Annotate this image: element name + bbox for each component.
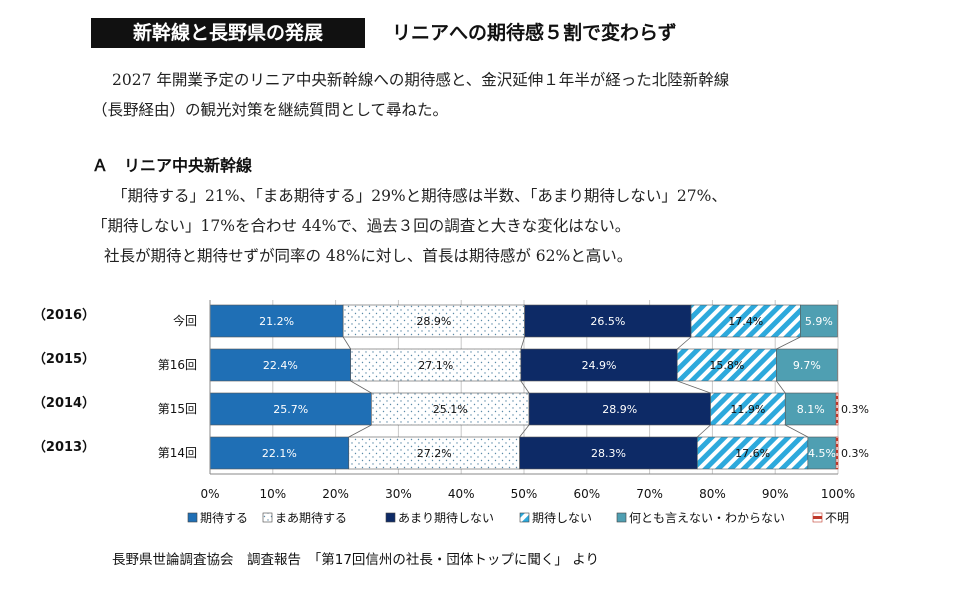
bar-segment xyxy=(209,392,372,426)
x-tick-label: 90% xyxy=(762,487,789,501)
data-label: 22.1% xyxy=(262,447,297,460)
x-tick-label: 30% xyxy=(385,487,412,501)
series-connector xyxy=(519,424,530,438)
bar-segment xyxy=(209,304,344,338)
series-connector xyxy=(776,336,801,350)
year-label: （2013） xyxy=(33,439,95,455)
data-label: 9.7% xyxy=(793,359,821,372)
bar-segment xyxy=(519,436,698,470)
legend-swatch xyxy=(616,512,627,523)
x-tick-label: 70% xyxy=(636,487,663,501)
bar-segment xyxy=(520,348,678,382)
bar-segment xyxy=(350,348,522,382)
legend-swatch xyxy=(385,512,396,523)
source-note: 長野県世論調査協会 調査報告 「第17回信州の社長・団体トップに聞く」 より xyxy=(112,552,599,568)
report-subtitle: リニアへの期待感５割で変わらず xyxy=(392,22,677,44)
data-label: 4.5% xyxy=(808,447,836,460)
data-label: 0.3% xyxy=(841,447,869,460)
report-title: 新幹線と長野県の発展 xyxy=(91,18,365,48)
data-label: 17.4% xyxy=(728,315,763,328)
data-label: 21.2% xyxy=(259,315,294,328)
section-line-2: 「期待しない」17%を合わせ 44%で、過去３回の調査と大きな変化はない。 xyxy=(92,217,631,235)
series-connector xyxy=(520,336,526,350)
x-tick-label: 40% xyxy=(448,487,475,501)
series-connector xyxy=(676,336,692,350)
bar-segment xyxy=(835,436,839,470)
intro-line-2: （長野経由）の観光対策を継続質問として尋ねた。 xyxy=(92,101,449,119)
data-label: 26.5% xyxy=(590,315,625,328)
section-line-3: 社長が期待と期待せずが同率の 48%に対し、首長は期待感が 62%と高い。 xyxy=(104,247,633,265)
legend-label: 期待しない xyxy=(532,511,592,525)
legend-label: 不明 xyxy=(825,511,849,525)
data-label: 22.4% xyxy=(263,359,298,372)
data-label: 25.7% xyxy=(273,403,308,416)
year-label: （2016） xyxy=(33,307,95,323)
legend-label: 期待する xyxy=(200,511,248,525)
data-label: 24.9% xyxy=(582,359,617,372)
data-label: 8.1% xyxy=(797,403,825,416)
category-label: 第15回 xyxy=(158,402,197,416)
bar-segment xyxy=(524,304,692,338)
x-tick-label: 10% xyxy=(259,487,286,501)
legend-swatch xyxy=(812,512,823,523)
data-label: 17.6% xyxy=(735,447,770,460)
category-label: 第14回 xyxy=(158,446,197,460)
bar-segment xyxy=(371,392,530,426)
data-label: 5.9% xyxy=(805,315,833,328)
series-connector xyxy=(776,380,786,394)
year-label: （2015） xyxy=(33,351,95,367)
data-label: 28.9% xyxy=(602,403,637,416)
data-label: 27.1% xyxy=(418,359,453,372)
legend-label: 何とも言えない・わからない xyxy=(629,511,785,525)
data-label: 27.2% xyxy=(417,447,452,460)
data-label: 11.9% xyxy=(730,403,765,416)
bar-segment xyxy=(676,348,777,382)
bar-segment xyxy=(209,348,351,382)
legend-swatch xyxy=(262,512,273,523)
bar-segment xyxy=(697,436,809,470)
bar-segment xyxy=(807,436,837,470)
data-label: 15.8% xyxy=(709,359,744,372)
section-line-1: 「期待する」21%、「まあ期待する」29%と期待感は半数、「あまり期待しない」2… xyxy=(112,187,727,205)
x-tick-label: 100% xyxy=(821,487,855,501)
data-label: 28.9% xyxy=(416,315,451,328)
category-label: 今回 xyxy=(173,313,197,328)
legend-swatch xyxy=(187,512,198,523)
bar-segment xyxy=(528,392,711,426)
series-connector xyxy=(342,336,352,350)
category-label: 第16回 xyxy=(158,358,197,372)
section-heading: Ａ リニア中央新幹線 xyxy=(92,156,253,175)
data-label: 0.3% xyxy=(841,403,869,416)
legend-label: あまり期待しない xyxy=(398,511,494,525)
series-connector xyxy=(697,424,711,438)
series-connector xyxy=(677,380,711,394)
x-tick-label: 50% xyxy=(511,487,538,501)
bar-segment xyxy=(348,436,520,470)
series-connector xyxy=(348,424,372,438)
bar-segment xyxy=(800,304,838,338)
x-tick-label: 60% xyxy=(573,487,600,501)
intro-line-1: 2027 年開業予定のリニア中央新幹線への期待感と、金沢延伸１年半が経った北陸新… xyxy=(112,71,730,89)
legend-label: まあ期待する xyxy=(275,511,347,525)
series-connector xyxy=(350,380,372,394)
bar-segment xyxy=(710,392,786,426)
series-connector xyxy=(520,380,530,394)
x-tick-label: 80% xyxy=(699,487,726,501)
data-label: 28.3% xyxy=(591,447,626,460)
series-connector xyxy=(785,424,809,438)
bar-segment xyxy=(776,348,838,382)
year-label: （2014） xyxy=(33,395,95,411)
bar-segment xyxy=(835,392,839,426)
legend-swatch xyxy=(519,512,530,523)
bar-segment xyxy=(342,304,525,338)
bar-segment xyxy=(209,436,350,470)
x-tick-label: 0% xyxy=(200,487,219,501)
x-tick-label: 20% xyxy=(322,487,349,501)
data-label: 25.1% xyxy=(433,403,468,416)
